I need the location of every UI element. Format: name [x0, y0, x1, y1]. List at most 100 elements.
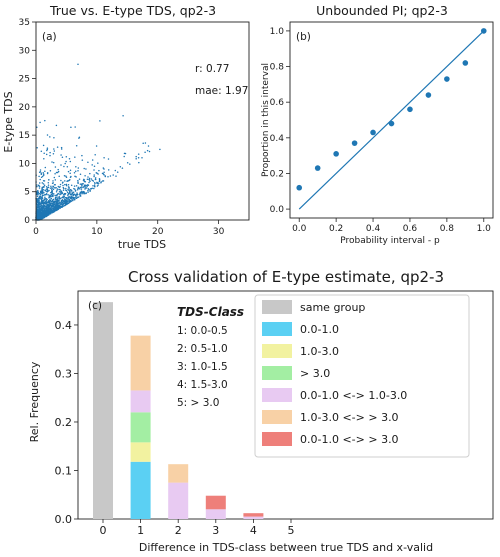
scatter-point [46, 214, 49, 216]
panel-c-xlabel: Difference in TDS-class between true TDS… [139, 541, 433, 554]
tds-class-row: 1: 0.0-0.5 [177, 325, 228, 337]
scatter-point [41, 175, 44, 178]
x-tick-label: 0.0 [292, 224, 307, 234]
scatter-point [61, 199, 63, 202]
scatter-point [42, 171, 44, 174]
scatter-point [79, 191, 82, 194]
scatter-point [107, 169, 110, 171]
scatter-point [49, 210, 52, 213]
scatter-point [98, 180, 101, 183]
panel-a-points [35, 63, 161, 221]
scatter-point [91, 159, 94, 161]
scatter-point [46, 190, 48, 193]
scatter-point [62, 194, 65, 196]
x-tick-label: 0.6 [403, 224, 418, 234]
scatter-point [77, 182, 79, 184]
scatter-point [42, 204, 45, 206]
scatter-point [42, 173, 45, 175]
scatter-point [57, 197, 59, 199]
y-tick-label: 1.0 [270, 27, 285, 37]
scatter-point [97, 182, 100, 184]
legend-label: 0.0-1.0 <-> > 3.0 [300, 433, 399, 446]
scatter-point [96, 182, 98, 185]
scatter-point [44, 207, 47, 210]
scatter-point [68, 198, 70, 201]
scatter-point [115, 175, 117, 177]
bar-segment [130, 335, 151, 391]
scatter-point [65, 160, 67, 163]
scatter-point [119, 165, 122, 168]
y-tick-label: 0.0 [55, 513, 73, 526]
scatter-point [43, 191, 45, 194]
scatter-point [62, 202, 65, 205]
scatter-point [63, 165, 65, 168]
y-tick-label: 0.1 [55, 464, 73, 477]
y-tick-label: 0.2 [270, 169, 284, 179]
scatter-point [46, 148, 49, 151]
scatter-point [40, 192, 42, 195]
scatter-point [68, 195, 70, 198]
scatter-point [63, 174, 66, 177]
scatter-point [69, 192, 71, 195]
scatter-point [63, 200, 66, 202]
legend-swatch [262, 432, 292, 446]
scatter-point [58, 175, 60, 177]
scatter-point [92, 184, 94, 187]
scatter-point [71, 198, 73, 201]
scatter-point [36, 213, 39, 215]
scatter-point [51, 211, 54, 214]
scatter-point [70, 184, 73, 186]
scatter-point [65, 197, 67, 199]
scatter-point [38, 175, 40, 178]
scatter-point [38, 199, 40, 202]
scatter-point [74, 126, 76, 128]
scatter-point [43, 212, 45, 214]
scatter-point [38, 192, 41, 195]
scatter-point [75, 184, 78, 187]
scatter-point [58, 205, 60, 207]
scatter-point [52, 161, 55, 164]
scatter-point [88, 181, 90, 184]
scatter-point [52, 180, 54, 182]
reference-line [298, 30, 485, 210]
scatter-point [65, 175, 67, 177]
x-tick-label: 4 [250, 524, 257, 537]
scatter-point [61, 203, 63, 206]
scatter-point [56, 209, 59, 211]
data-point [296, 184, 303, 191]
scatter-point [74, 175, 76, 178]
x-tick-label: 0 [100, 524, 107, 537]
scatter-point [74, 170, 77, 173]
scatter-point [74, 188, 76, 191]
scatter-point [40, 218, 42, 220]
y-tick-label: 5 [24, 188, 30, 198]
scatter-point [48, 179, 50, 181]
legend-swatch [262, 366, 292, 380]
scatter-point [65, 200, 67, 202]
scatter-point [51, 200, 54, 202]
scatter-point [83, 178, 85, 181]
scatter-point [65, 155, 68, 158]
scatter-point [52, 210, 54, 212]
scatter-point [44, 202, 47, 205]
legend-label: 1.0-3.0 [300, 345, 339, 358]
scatter-point [55, 191, 58, 193]
data-point [444, 76, 450, 82]
scatter-point [50, 202, 52, 205]
x-tick-label: 5 [288, 524, 295, 537]
data-point [425, 92, 432, 98]
scatter-point [41, 189, 44, 191]
scatter-point [101, 180, 104, 182]
legend-label: same group [300, 301, 365, 314]
tds-class-heading: TDS-Class [177, 305, 244, 319]
scatter-point [53, 209, 56, 212]
scatter-point [56, 203, 58, 206]
scatter-point [135, 157, 137, 160]
scatter-point [77, 167, 80, 169]
scatter-point [77, 169, 79, 172]
scatter-point [57, 170, 60, 173]
scatter-point [70, 188, 72, 191]
scatter-point [62, 199, 64, 202]
scatter-point [56, 196, 58, 198]
scatter-point [53, 201, 56, 204]
